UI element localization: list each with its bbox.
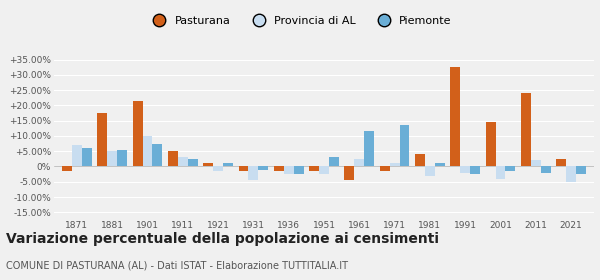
Bar bbox=[531, 160, 541, 167]
Bar bbox=[152, 144, 163, 167]
Bar bbox=[400, 125, 409, 167]
Bar bbox=[576, 167, 586, 174]
Bar bbox=[188, 159, 197, 167]
Bar bbox=[556, 159, 566, 167]
Bar bbox=[415, 154, 425, 167]
Bar bbox=[344, 167, 355, 180]
Bar bbox=[566, 167, 576, 182]
Bar bbox=[203, 164, 213, 167]
Bar bbox=[223, 164, 233, 167]
Bar bbox=[133, 101, 143, 167]
Bar bbox=[364, 131, 374, 167]
Bar bbox=[505, 167, 515, 171]
Bar bbox=[309, 167, 319, 171]
Bar bbox=[62, 167, 72, 171]
Bar bbox=[541, 167, 551, 172]
Bar bbox=[319, 167, 329, 174]
Bar bbox=[284, 167, 293, 174]
Bar bbox=[389, 164, 400, 167]
Bar bbox=[117, 150, 127, 167]
Bar bbox=[274, 167, 284, 171]
Bar bbox=[425, 167, 435, 176]
Text: Variazione percentuale della popolazione ai censimenti: Variazione percentuale della popolazione… bbox=[6, 232, 439, 246]
Bar bbox=[451, 67, 460, 167]
Bar bbox=[521, 93, 531, 167]
Bar bbox=[248, 167, 259, 180]
Bar bbox=[239, 167, 248, 171]
Bar bbox=[107, 151, 117, 167]
Bar bbox=[178, 157, 188, 167]
Bar bbox=[82, 148, 92, 167]
Legend: Pasturana, Provincia di AL, Piemonte: Pasturana, Provincia di AL, Piemonte bbox=[144, 11, 456, 30]
Bar bbox=[143, 136, 152, 167]
Bar bbox=[329, 157, 339, 167]
Bar bbox=[485, 122, 496, 167]
Bar bbox=[496, 167, 505, 179]
Bar bbox=[460, 167, 470, 172]
Bar bbox=[293, 167, 304, 174]
Bar bbox=[168, 151, 178, 167]
Bar bbox=[435, 164, 445, 167]
Bar bbox=[380, 167, 389, 171]
Bar bbox=[213, 167, 223, 171]
Bar bbox=[355, 159, 364, 167]
Bar bbox=[97, 113, 107, 167]
Bar bbox=[72, 145, 82, 167]
Bar bbox=[470, 167, 480, 174]
Bar bbox=[259, 167, 268, 169]
Text: COMUNE DI PASTURANA (AL) - Dati ISTAT - Elaborazione TUTTITALIA.IT: COMUNE DI PASTURANA (AL) - Dati ISTAT - … bbox=[6, 260, 348, 270]
